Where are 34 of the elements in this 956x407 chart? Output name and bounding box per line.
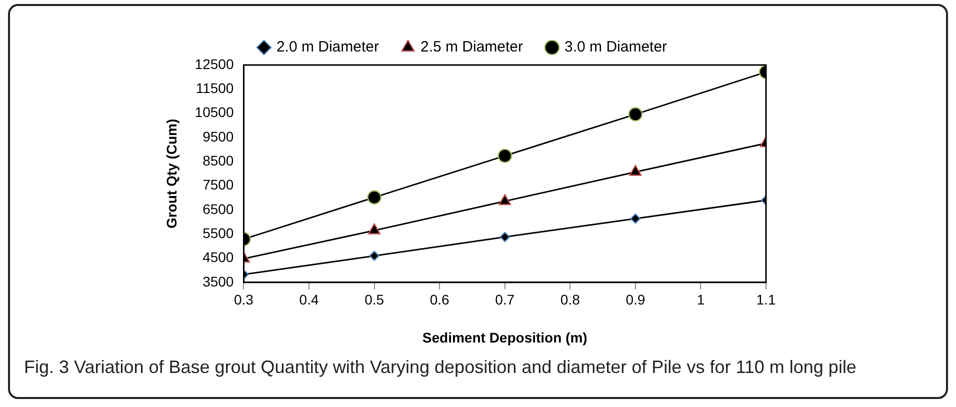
x-tick-label: 0.3 xyxy=(234,292,254,308)
y-tick-label: 11500 xyxy=(196,80,234,96)
point xyxy=(629,164,642,176)
legend-label: 2.5 m Diameter xyxy=(420,38,524,56)
y-axis-title: Grout Qty (Cum) xyxy=(163,118,180,229)
x-tick-label: 0.8 xyxy=(560,292,580,308)
legend-label: 3.0 m Diameter xyxy=(564,38,668,56)
y-tick-label: 12500 xyxy=(194,56,234,72)
y-tick-label: 10500 xyxy=(194,104,234,120)
x-tick-label: 0.7 xyxy=(495,292,515,308)
point xyxy=(498,194,512,206)
y-tick-label: 7500 xyxy=(202,176,234,193)
point xyxy=(368,223,381,234)
y-tick-label: 4500 xyxy=(202,249,234,266)
y-tick-label: 5500 xyxy=(202,224,234,241)
y-tick-label: 3500 xyxy=(202,273,234,290)
y-tick-label: 6500 xyxy=(202,200,234,217)
point xyxy=(628,107,643,122)
y-tick-label: 9500 xyxy=(202,128,234,144)
x-tick-label: 0.6 xyxy=(430,292,450,308)
caption: Fig. 3 Variation of Base grout Quantity with Varying deposition and diameter of Pile vs for 110 m long pile xyxy=(23,356,858,379)
point xyxy=(367,190,382,204)
x-tick-label: 0.9 xyxy=(626,292,646,308)
point xyxy=(369,250,380,261)
x-axis-title: Sediment Deposition (m) xyxy=(422,329,588,346)
y-tick-label: 8500 xyxy=(202,152,234,168)
x-tick-label: 1.1 xyxy=(756,292,776,308)
point xyxy=(498,148,512,163)
legend-label: 2.0 m Diameter xyxy=(276,38,379,56)
x-tick-label: 0.4 xyxy=(299,292,319,308)
point xyxy=(630,214,641,224)
x-tick-label: 0.5 xyxy=(364,292,384,308)
point xyxy=(500,232,510,242)
x-tick-label: 1 xyxy=(696,292,705,308)
